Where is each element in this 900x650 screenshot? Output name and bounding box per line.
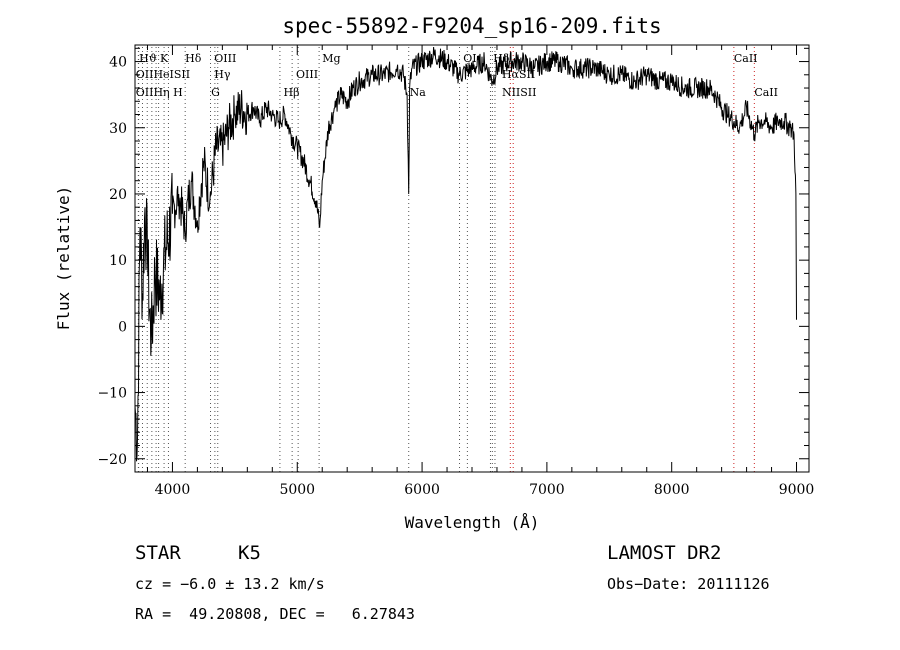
spectral-lines-layer xyxy=(137,47,755,472)
spectrum-series-line xyxy=(134,46,797,462)
coordinates-readout: RA = 49.20808, DEC = 6.27843 xyxy=(135,605,415,623)
y-tick-label-4: 20 xyxy=(109,187,127,203)
red-line-label-0: CaII xyxy=(734,52,758,65)
gray-line-label-12: G xyxy=(211,86,220,99)
x-tick-label-3: 7000 xyxy=(529,482,565,498)
gray-line-label-10: OIII xyxy=(214,52,236,65)
obs-date: Obs−Date: 20111126 xyxy=(607,575,770,593)
gray-line-label-14: OIII xyxy=(296,68,318,81)
x-tick-label-5: 9000 xyxy=(779,482,815,498)
y-tick-label-6: 40 xyxy=(109,55,127,71)
gray-line-label-2: OIIHη H xyxy=(136,86,183,99)
x-tick-label-4: 8000 xyxy=(654,482,690,498)
chart-title: spec-55892-F9204_sp16-209.fits xyxy=(282,14,661,38)
axis-ticks-layer: 4000 5000 6000 7000 8000 9000 −20 −10 0 10 20 30 40 xyxy=(97,45,814,498)
y-tick-label-3: 10 xyxy=(109,253,127,269)
gray-line-label-16: Mg xyxy=(322,52,340,65)
y-tick-label-1: −10 xyxy=(97,386,127,402)
survey-name: LAMOST DR2 xyxy=(607,542,722,564)
y-tick-label-0: −20 xyxy=(97,452,127,468)
y-tick-label-2: 0 xyxy=(118,319,127,335)
gray-line-label-18: OI xyxy=(463,52,476,65)
y-tick-label-5: 30 xyxy=(109,121,127,137)
gray-line-label-11: Hγ xyxy=(214,68,231,81)
gray-line-label-17: Na xyxy=(410,86,427,99)
gray-line-label-9: Hδ xyxy=(185,52,202,65)
gray-line-label-21: HαSII xyxy=(502,68,535,81)
object-class: STAR xyxy=(135,542,181,564)
x-tick-label-2: 6000 xyxy=(404,482,440,498)
object-subclass: K5 xyxy=(238,542,261,564)
gray-line-label-13: Hβ xyxy=(284,86,300,99)
redshift-readout: cz = −6.0 ± 13.2 km/s xyxy=(135,575,325,593)
x-axis-label: Wavelength (Å) xyxy=(405,513,540,532)
gray-line-label-22: NIISII xyxy=(502,86,537,99)
x-tick-label-1: 5000 xyxy=(279,482,315,498)
y-axis-label: Flux (relative) xyxy=(54,186,73,331)
gray-line-label-1: OIIHeISII xyxy=(136,68,190,81)
gray-line-label-0: Hϑ K xyxy=(139,52,169,65)
spectral-line-labels-layer: Hϑ K OIIHeISII OIIHη H Hδ OIII Hγ G Hβ OIII Mg Na O… xyxy=(136,52,778,99)
x-tick-label-0: 4000 xyxy=(155,482,191,498)
red-line-label-1: CaII xyxy=(754,86,778,99)
